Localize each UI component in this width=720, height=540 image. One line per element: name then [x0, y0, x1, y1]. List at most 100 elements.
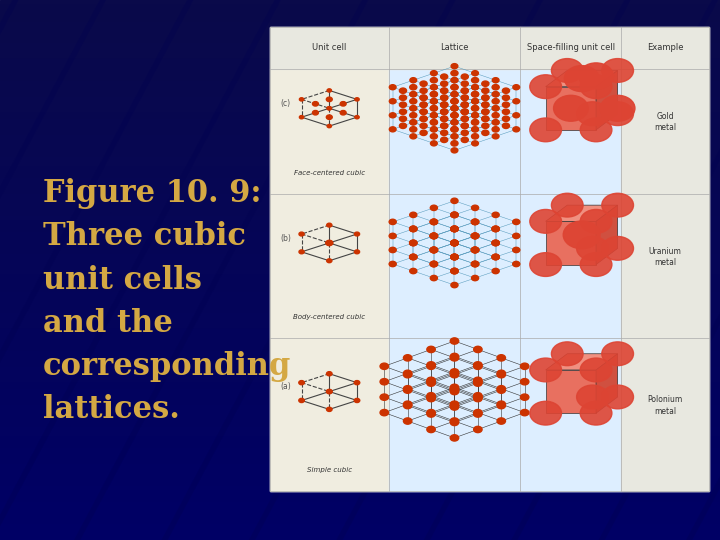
Circle shape — [497, 386, 505, 392]
Circle shape — [451, 78, 458, 83]
Circle shape — [579, 63, 613, 89]
Circle shape — [450, 338, 459, 344]
Circle shape — [299, 250, 304, 254]
Circle shape — [403, 402, 412, 409]
Text: Gold
metal: Gold metal — [654, 112, 676, 132]
Circle shape — [441, 74, 448, 79]
Circle shape — [472, 261, 479, 267]
Circle shape — [430, 247, 438, 253]
Circle shape — [474, 379, 482, 385]
Circle shape — [451, 120, 458, 125]
Circle shape — [602, 193, 634, 217]
Bar — [0, 92, 720, 97]
Polygon shape — [596, 70, 618, 130]
Circle shape — [492, 212, 499, 218]
Circle shape — [441, 102, 448, 107]
Circle shape — [420, 81, 427, 86]
Circle shape — [451, 113, 458, 118]
Circle shape — [580, 358, 612, 382]
Circle shape — [474, 377, 482, 383]
Circle shape — [503, 95, 510, 100]
Circle shape — [472, 247, 479, 253]
Bar — [0, 16, 720, 22]
Bar — [0, 524, 720, 529]
Circle shape — [482, 116, 489, 122]
Circle shape — [451, 120, 458, 125]
Bar — [0, 205, 720, 211]
Circle shape — [492, 120, 499, 125]
Bar — [0, 329, 720, 335]
Circle shape — [427, 362, 436, 368]
Circle shape — [472, 99, 478, 104]
Circle shape — [451, 92, 458, 97]
Polygon shape — [546, 86, 596, 130]
Circle shape — [389, 219, 396, 225]
Circle shape — [521, 363, 529, 369]
Circle shape — [602, 237, 634, 260]
Circle shape — [380, 394, 389, 400]
Circle shape — [482, 95, 489, 100]
Polygon shape — [546, 205, 618, 221]
Bar — [0, 535, 720, 540]
Circle shape — [530, 75, 562, 98]
Circle shape — [462, 102, 468, 107]
Circle shape — [403, 372, 412, 378]
Text: corresponding: corresponding — [43, 351, 292, 382]
Circle shape — [431, 106, 438, 111]
Circle shape — [431, 92, 438, 97]
Circle shape — [450, 435, 459, 441]
Circle shape — [451, 198, 458, 204]
Circle shape — [441, 95, 448, 100]
Circle shape — [400, 109, 407, 114]
Circle shape — [482, 95, 489, 100]
Text: Uranium
metal: Uranium metal — [649, 247, 682, 267]
Circle shape — [441, 123, 448, 129]
Circle shape — [430, 219, 438, 225]
Text: (c): (c) — [280, 99, 290, 108]
Circle shape — [513, 113, 520, 118]
Circle shape — [472, 120, 479, 125]
Circle shape — [450, 387, 459, 393]
Circle shape — [410, 106, 417, 111]
Circle shape — [492, 85, 499, 90]
Circle shape — [441, 109, 448, 114]
Bar — [0, 238, 720, 243]
Circle shape — [427, 380, 436, 386]
Bar — [0, 356, 720, 362]
Bar — [0, 346, 720, 351]
Bar — [0, 113, 720, 119]
Bar — [0, 259, 720, 265]
Circle shape — [474, 393, 482, 399]
Bar — [0, 270, 720, 275]
Bar — [0, 146, 720, 151]
Bar — [0, 70, 720, 76]
Circle shape — [441, 109, 448, 114]
Circle shape — [299, 381, 305, 384]
Circle shape — [462, 123, 468, 129]
Bar — [0, 227, 720, 232]
Bar — [0, 502, 720, 508]
Text: Space-filling unit cell: Space-filling unit cell — [527, 43, 615, 52]
Circle shape — [431, 134, 438, 139]
Bar — [0, 286, 720, 292]
Circle shape — [451, 240, 458, 246]
Circle shape — [492, 254, 499, 260]
Circle shape — [427, 363, 436, 369]
Circle shape — [326, 115, 332, 119]
Bar — [0, 162, 720, 167]
Circle shape — [431, 113, 437, 118]
Circle shape — [472, 233, 479, 239]
Circle shape — [472, 85, 478, 90]
Bar — [0, 189, 720, 194]
Bar — [0, 313, 720, 319]
Polygon shape — [596, 205, 618, 265]
Bar — [0, 481, 720, 486]
Circle shape — [431, 219, 438, 225]
Circle shape — [482, 102, 489, 107]
Circle shape — [451, 226, 458, 232]
Bar — [0, 211, 720, 216]
Bar — [0, 302, 720, 308]
Circle shape — [577, 237, 608, 260]
Circle shape — [474, 395, 482, 402]
Circle shape — [431, 106, 438, 111]
